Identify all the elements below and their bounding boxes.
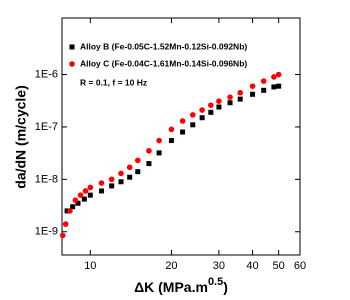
point [168,138,174,144]
point [118,179,124,185]
point [87,192,93,198]
point [271,74,277,80]
point [237,96,243,102]
point [72,197,79,204]
x-tick-label: 20 [165,260,177,272]
point [98,188,104,194]
legend-marker [69,44,75,50]
x-axis-label-main: ΔK (MPa.m [134,279,208,295]
x-axis-label-sup: 0.5 [208,276,223,288]
point [216,98,222,105]
annotation: R = 0.1, f = 10 Hz [80,77,147,87]
point [59,232,66,239]
x-axis-label-end: ) [223,279,228,295]
point [179,118,186,124]
y-tick-label: 1E-6 [35,68,58,80]
point [135,169,141,175]
y-tick-label: 1E-8 [35,173,58,185]
point [199,107,205,113]
point [208,109,214,115]
point [75,200,81,206]
point [118,170,124,177]
point [108,176,115,183]
point [62,221,69,227]
x-tick-label: 60 [294,260,306,272]
point [249,83,256,89]
y-axis-label: da/dN (m/cycle) [13,85,29,188]
x-tick-label: 40 [246,260,258,272]
point [81,196,87,202]
point [216,104,222,110]
point [98,180,105,186]
x-tick-label: 30 [213,260,225,272]
point [127,174,133,180]
point [190,122,196,128]
point [64,208,70,214]
y-tick-label: 1E-9 [35,226,58,238]
point [109,183,115,189]
x-tick-label: 10 [84,260,96,272]
point [199,115,205,121]
point [146,148,152,154]
point [77,192,84,198]
point [82,188,89,194]
point [126,164,133,171]
point [276,83,282,89]
point [168,126,175,133]
point [146,161,152,167]
point [189,112,196,118]
point [227,94,233,100]
plot-frame [61,17,301,256]
point [70,204,76,210]
point [261,87,267,93]
point [156,150,162,156]
point [134,157,141,164]
point [227,100,233,106]
point [237,89,244,96]
point [208,102,214,109]
point [250,91,256,97]
point [260,78,267,84]
point [87,184,94,191]
legend-label: Alloy B (Fe-0.05C-1.52Mn-0.12Si-0.092Nb) [80,41,247,51]
point [271,84,277,90]
y-tick-label: 1E-7 [35,121,58,133]
legend-marker [69,61,75,67]
point [67,208,73,214]
point [180,129,186,135]
legend-label: Alloy C (Fe-0.04C-1.61Mn-0.14Si-0.096Nb) [80,58,247,68]
x-tick-label: 50 [273,260,285,272]
point [275,71,282,78]
point [156,137,162,144]
x-axis-label: ΔK (MPa.m0.5) [134,276,228,295]
